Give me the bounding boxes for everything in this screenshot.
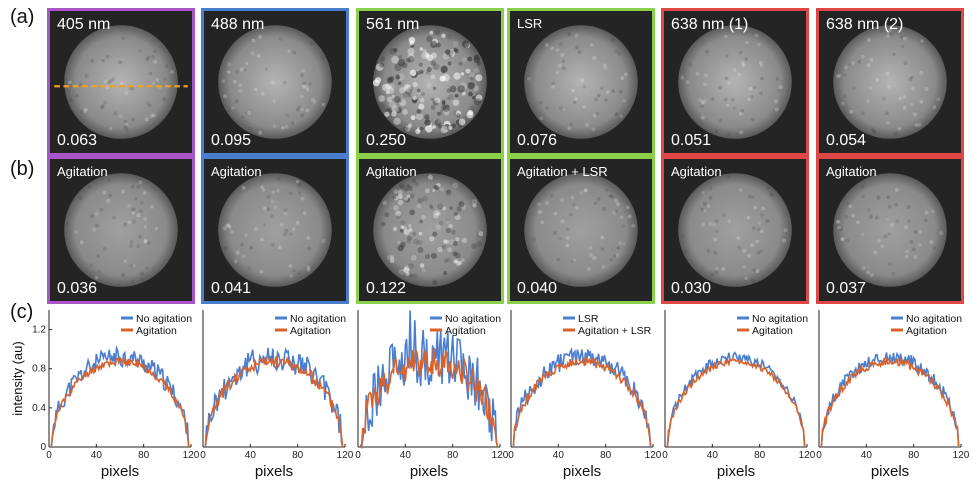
tile-title: Agitation <box>57 164 108 179</box>
tile-value: 0.037 <box>826 280 867 297</box>
tile-value: 0.076 <box>517 132 558 149</box>
series-line <box>666 351 806 448</box>
series-line <box>359 347 499 450</box>
x-tick-label: 120 <box>953 450 970 461</box>
x-tick-label: 120 <box>337 450 354 461</box>
tile-title: 488 nm <box>211 16 265 33</box>
y-tick-label: 1.2 <box>32 325 46 336</box>
x-tick-label: 80 <box>908 450 920 461</box>
x-tick-label: 40 <box>861 450 873 461</box>
y-axis-label: intensity (au) <box>10 341 25 415</box>
legend-label: Agitation + LSR <box>578 325 652 337</box>
legend-label: No agitation <box>752 313 808 325</box>
tile-title: 638 nm (2) <box>826 16 904 33</box>
tile-value: 0.054 <box>826 132 867 149</box>
micrograph-tile: 405 nm 0.063 <box>47 8 195 156</box>
legend-label: Agitation <box>752 325 793 337</box>
x-axis-label: pixels <box>410 463 448 480</box>
legend-label: LSR <box>578 313 599 325</box>
series-line <box>512 346 652 448</box>
legend-label: Agitation <box>445 325 486 337</box>
series-line <box>50 344 190 448</box>
series-line <box>666 357 806 447</box>
series-line <box>204 355 344 448</box>
micrograph-tile: Agitation 0.122 <box>356 156 504 304</box>
tile-title: LSR <box>517 16 543 31</box>
series-line <box>359 310 499 450</box>
x-tick-label: 80 <box>754 450 766 461</box>
x-tick-label: 40 <box>91 450 103 461</box>
panel-label-c: (c) <box>10 301 34 323</box>
series-line <box>50 355 190 448</box>
x-tick-label: 0 <box>355 450 361 461</box>
x-tick-label: 80 <box>600 450 612 461</box>
tile-value: 0.040 <box>517 280 558 297</box>
tile-value: 0.063 <box>57 132 98 149</box>
tile-value: 0.036 <box>57 280 98 297</box>
micrograph-tile: 638 nm (2) 0.054 <box>816 8 964 156</box>
legend-label: Agitation <box>906 325 947 337</box>
tile-value: 0.122 <box>366 280 407 297</box>
legend-label: No agitation <box>445 313 501 325</box>
tile-value: 0.041 <box>211 280 252 297</box>
tile-value: 0.030 <box>671 280 712 297</box>
x-axis-label: pixels <box>871 463 909 480</box>
tile-title: Agitation <box>826 164 877 179</box>
tile-title: Agitation <box>211 164 262 179</box>
micrograph-tile: Agitation 0.030 <box>661 156 809 304</box>
x-axis-label: pixels <box>255 463 293 480</box>
x-tick-label: 40 <box>553 450 565 461</box>
micrograph-tile: LSR 0.076 <box>507 8 655 156</box>
micrograph-tile: 638 nm (1) 0.051 <box>661 8 809 156</box>
tile-title: 638 nm (1) <box>671 16 749 33</box>
legend-label: No agitation <box>906 313 962 325</box>
panel-label-a: (a) <box>10 6 35 28</box>
series-line <box>820 356 960 447</box>
x-axis-label: pixels <box>101 463 139 480</box>
panel-label-b: (b) <box>10 158 35 180</box>
micrograph-tile: 561 nm 0.250 <box>356 8 504 156</box>
x-tick-label: 0 <box>662 450 668 461</box>
tile-value: 0.051 <box>671 132 712 149</box>
micrograph-tile: Agitation 0.041 <box>201 156 349 304</box>
y-tick-label: 0 <box>40 442 46 453</box>
micrograph-tile: Agitation 0.036 <box>47 156 195 304</box>
tile-title: 561 nm <box>366 16 420 33</box>
y-tick-label: 0.4 <box>32 403 46 414</box>
tile-value: 0.095 <box>211 132 252 149</box>
x-tick-label: 0 <box>508 450 514 461</box>
series-line <box>512 355 652 447</box>
x-tick-label: 80 <box>138 450 150 461</box>
micrograph-tile: Agitation + LSR 0.040 <box>507 156 655 304</box>
x-tick-label: 0 <box>200 450 206 461</box>
legend-label: Agitation <box>136 325 177 337</box>
tile-value: 0.250 <box>366 132 407 149</box>
x-tick-label: 80 <box>447 450 459 461</box>
x-tick-label: 0 <box>816 450 822 461</box>
tile-title: Agitation <box>366 164 417 179</box>
legend-label: No agitation <box>136 313 192 325</box>
x-tick-label: 0 <box>46 450 52 461</box>
x-tick-label: 80 <box>292 450 304 461</box>
series-line <box>820 351 960 448</box>
legend-label: Agitation <box>290 325 331 337</box>
x-axis-label: pixels <box>563 463 601 480</box>
x-tick-label: 40 <box>400 450 412 461</box>
tile-title: 405 nm <box>57 16 111 33</box>
tile-title: Agitation + LSR <box>517 164 608 179</box>
x-tick-label: 120 <box>183 450 200 461</box>
micrograph-tile: Agitation 0.037 <box>816 156 964 304</box>
tile-title: Agitation <box>671 164 722 179</box>
x-tick-label: 120 <box>492 450 509 461</box>
x-tick-label: 120 <box>645 450 662 461</box>
legend-label: No agitation <box>290 313 346 325</box>
x-tick-label: 40 <box>245 450 257 461</box>
y-tick-label: 0.8 <box>32 364 46 375</box>
x-tick-label: 40 <box>707 450 719 461</box>
x-axis-label: pixels <box>717 463 755 480</box>
x-tick-label: 120 <box>799 450 816 461</box>
micrograph-tile: 488 nm 0.095 <box>201 8 349 156</box>
